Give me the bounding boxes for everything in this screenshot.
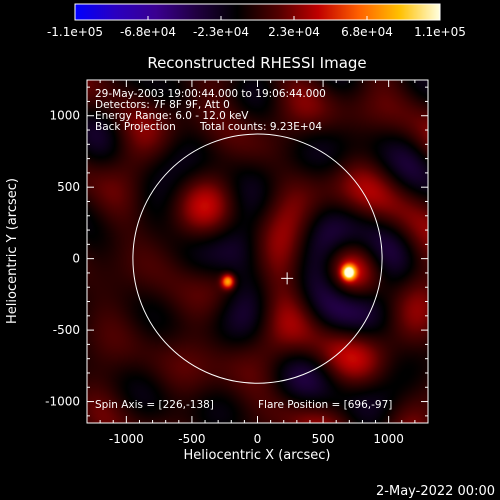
y-tick-label: 500 xyxy=(57,180,80,194)
info-energy-range: Energy Range: 6.0 - 12.0 keV xyxy=(95,110,249,122)
colorbar xyxy=(74,3,441,21)
x-tick-label: 1000 xyxy=(373,432,404,446)
info-detectors: Detectors: 7F 8F 9F, Att 0 xyxy=(95,99,230,111)
heatmap-image xyxy=(87,80,428,423)
info-flare-position: Flare Position = [696,-97] xyxy=(258,399,392,411)
y-tick-label: 1000 xyxy=(49,109,80,123)
colorbar-label-1: -6.8e+04 xyxy=(120,25,176,39)
footer-date: 2-May-2022 00:00 xyxy=(376,484,495,499)
y-tick-label: 0 xyxy=(72,252,80,266)
info-total-counts: Total counts: 9.23E+04 xyxy=(199,121,322,133)
x-tick-label: -1000 xyxy=(109,432,144,446)
x-tick-label: 500 xyxy=(312,432,335,446)
colorbar-label-5: 1.1e+05 xyxy=(414,25,466,39)
y-tick-label: -1000 xyxy=(45,395,80,409)
colorbar-label-3: 2.3e+04 xyxy=(268,25,320,39)
colorbar-label-0: -1.1e+05 xyxy=(47,25,103,39)
info-spin-axis: Spin Axis = [226,-138] xyxy=(95,399,214,411)
solar-limb-circle xyxy=(132,133,383,384)
info-time-range: 29-May-2003 19:00:44.000 to 19:06:44.000 xyxy=(95,88,326,100)
spin-axis-marker xyxy=(281,272,294,285)
colorbar-ticks xyxy=(74,16,441,20)
x-axis-title: Heliocentric X (arcsec) xyxy=(184,448,331,463)
chart-title: Reconstructed RHESSI Image xyxy=(147,54,366,72)
colorbar-label-2: -2.3e+04 xyxy=(193,25,249,39)
x-tick-label: -500 xyxy=(178,432,205,446)
colorbar-label-4: 6.8e+04 xyxy=(341,25,393,39)
info-method: Back Projection xyxy=(95,121,176,133)
y-axis-ticks xyxy=(87,86,428,417)
x-tick-label: 0 xyxy=(254,432,262,446)
y-tick-label: -500 xyxy=(53,323,80,337)
x-axis-ticks xyxy=(99,80,416,423)
y-axis-title: Heliocentric Y (arcsec) xyxy=(5,178,20,324)
